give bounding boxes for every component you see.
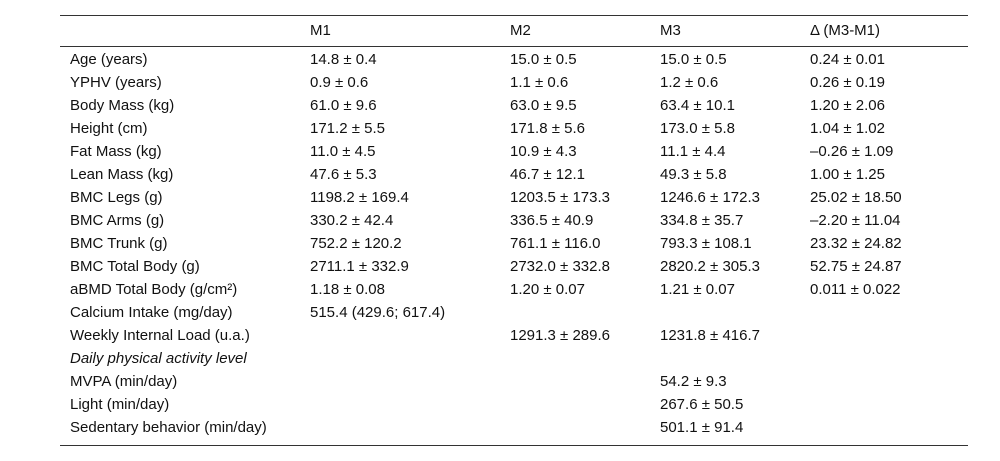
value-cell: 330.2 ± 42.4: [310, 212, 394, 229]
value-cell: 14.8 ± 0.4: [310, 51, 377, 68]
row-label: Weekly Internal Load (u.a.): [70, 327, 250, 344]
value-cell: 46.7 ± 12.1: [510, 166, 585, 183]
row-label: Height (cm): [70, 120, 148, 137]
header-cell: M3: [660, 22, 681, 39]
header-rule: [60, 46, 968, 47]
value-cell: 1291.3 ± 289.6: [510, 327, 610, 344]
value-cell: 1198.2 ± 169.4: [310, 189, 409, 206]
value-cell: 336.5 ± 40.9: [510, 212, 594, 229]
value-cell: 1.21 ± 0.07: [660, 281, 735, 298]
value-cell: 171.2 ± 5.5: [310, 120, 385, 137]
row-label: BMC Legs (g): [70, 189, 163, 206]
section-label: Daily physical activity level: [70, 350, 247, 367]
value-cell: 501.1 ± 91.4: [660, 419, 744, 436]
value-cell: 1203.5 ± 173.3: [510, 189, 610, 206]
value-cell: 2820.2 ± 305.3: [660, 258, 760, 275]
value-cell: 1.18 ± 0.08: [310, 281, 385, 298]
value-cell: 1.04 ± 1.02: [810, 120, 885, 137]
value-cell: 61.0 ± 9.6: [310, 97, 377, 114]
value-cell: 23.32 ± 24.82: [810, 235, 902, 252]
value-cell: 1231.8 ± 416.7: [660, 327, 760, 344]
value-cell: 25.02 ± 18.50: [810, 189, 902, 206]
row-label: aBMD Total Body (g/cm²): [70, 281, 238, 298]
value-cell: 1.20 ± 0.07: [510, 281, 585, 298]
row-label: Age (years): [70, 51, 148, 68]
value-cell: 11.0 ± 4.5: [310, 143, 376, 160]
value-cell: 49.3 ± 5.8: [660, 166, 727, 183]
value-cell: 761.1 ± 116.0: [510, 235, 601, 252]
value-cell: 0.26 ± 0.19: [810, 74, 885, 91]
row-label: Calcium Intake (mg/day): [70, 304, 233, 321]
value-cell: 63.4 ± 10.1: [660, 97, 735, 114]
value-cell: 0.011 ± 0.022: [810, 281, 901, 298]
row-label: Sedentary behavior (min/day): [70, 419, 267, 436]
value-cell: 1.00 ± 1.25: [810, 166, 885, 183]
value-cell: 0.24 ± 0.01: [810, 51, 885, 68]
value-cell: 63.0 ± 9.5: [510, 97, 577, 114]
value-cell: 47.6 ± 5.3: [310, 166, 377, 183]
value-cell: 334.8 ± 35.7: [660, 212, 744, 229]
value-cell: 2732.0 ± 332.8: [510, 258, 610, 275]
value-cell: 752.2 ± 120.2: [310, 235, 402, 252]
value-cell: –0.26 ± 1.09: [810, 143, 894, 160]
top-rule: [60, 15, 968, 16]
header-cell: Δ (M3-M1): [810, 22, 881, 39]
value-cell: 10.9 ± 4.3: [510, 143, 577, 160]
row-label: MVPA (min/day): [70, 373, 178, 390]
value-cell: 54.2 ± 9.3: [660, 373, 727, 390]
value-cell: 515.4 (429.6; 617.4): [310, 304, 446, 321]
row-label: BMC Arms (g): [70, 212, 165, 229]
value-cell: 0.9 ± 0.6: [310, 74, 369, 91]
row-label: Light (min/day): [70, 396, 170, 413]
value-cell: –2.20 ± 11.04: [810, 212, 901, 229]
row-label: YPHV (years): [70, 74, 162, 91]
value-cell: 1.20 ± 2.06: [810, 97, 885, 114]
value-cell: 793.3 ± 108.1: [660, 235, 752, 252]
value-cell: 267.6 ± 50.5: [660, 396, 744, 413]
header-cell: M2: [510, 22, 531, 39]
row-label: BMC Total Body (g): [70, 258, 200, 275]
row-label: Fat Mass (kg): [70, 143, 162, 160]
row-label: Lean Mass (kg): [70, 166, 174, 183]
value-cell: 52.75 ± 24.87: [810, 258, 902, 275]
value-cell: 1.2 ± 0.6: [660, 74, 719, 91]
value-cell: 15.0 ± 0.5: [660, 51, 727, 68]
value-cell: 171.8 ± 5.6: [510, 120, 585, 137]
value-cell: 2711.1 ± 332.9: [310, 258, 409, 275]
row-label: Body Mass (kg): [70, 97, 175, 114]
header-cell: M1: [310, 22, 331, 39]
value-cell: 15.0 ± 0.5: [510, 51, 577, 68]
value-cell: 11.1 ± 4.4: [660, 143, 726, 160]
row-label: BMC Trunk (g): [70, 235, 168, 252]
bottom-rule: [60, 445, 968, 446]
value-cell: 1246.6 ± 172.3: [660, 189, 760, 206]
value-cell: 173.0 ± 5.8: [660, 120, 735, 137]
value-cell: 1.1 ± 0.6: [510, 74, 569, 91]
